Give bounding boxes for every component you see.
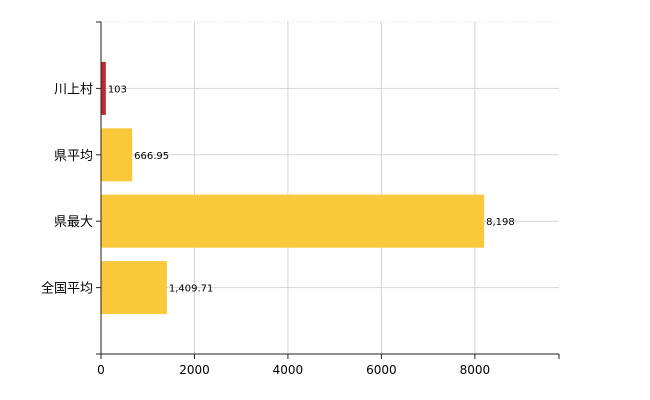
x-tick-label: 6000 [366, 363, 397, 377]
bar [101, 194, 485, 248]
data-label: 103 [108, 84, 127, 95]
x-tick-label: 2000 [179, 363, 210, 377]
bar-layer [101, 61, 485, 315]
data-label: 666.95 [134, 151, 169, 162]
bar [101, 128, 133, 182]
x-tick-label: 0 [97, 363, 105, 377]
axis-layer [96, 21, 560, 359]
category-label: 全国平均 [41, 281, 93, 297]
bar [101, 61, 106, 115]
bar [101, 261, 167, 315]
x-tick-label: 8000 [460, 363, 491, 377]
category-label: 川上村 [54, 82, 93, 97]
category-label: 県平均 [54, 149, 93, 164]
x-tick-label: 4000 [273, 363, 304, 377]
category-label: 県最大 [54, 215, 93, 230]
data-label: 1,409.71 [169, 284, 214, 295]
data-label: 8,198 [486, 217, 515, 228]
grid-layer [101, 21, 559, 354]
